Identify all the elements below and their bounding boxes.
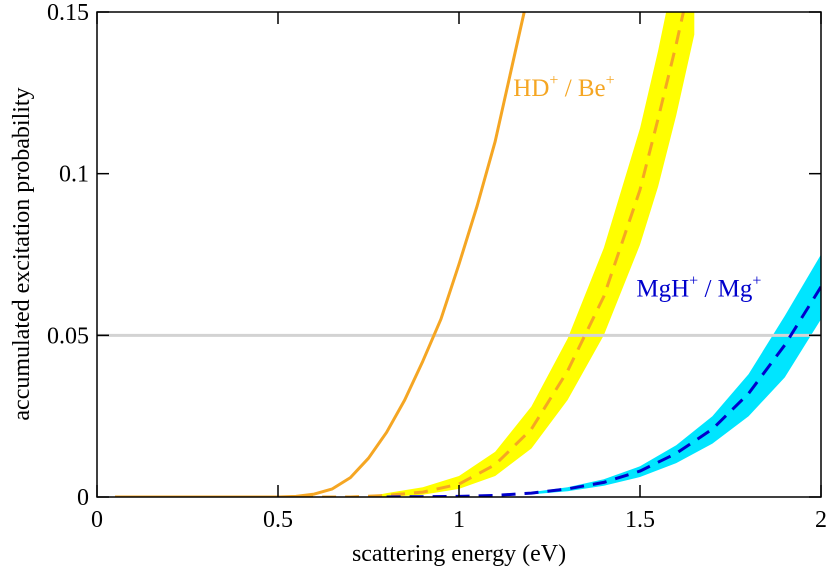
- annotation-mgh-mg-sup2: +: [752, 273, 761, 290]
- x-tick-label: 1.5: [625, 507, 655, 533]
- annotation-hd-be-sup1: +: [549, 72, 558, 89]
- annotation-hd-be-mid: / Be: [558, 75, 605, 102]
- annotation-mgh-mg-sup1: +: [689, 273, 698, 290]
- y-tick-label: 0: [77, 485, 89, 511]
- x-tick-label: 2: [815, 507, 827, 533]
- annotation-hd-be: HD+ / Be+: [513, 72, 614, 102]
- y-tick-label: 0.05: [47, 323, 89, 349]
- annotation-hd-be-main: HD: [513, 75, 549, 102]
- annotation-mgh-mg-main: MgH: [636, 276, 689, 303]
- annotation-mgh-mg-mid: / Mg: [698, 276, 753, 303]
- x-axis-label: scattering energy (eV): [352, 541, 566, 567]
- series-line-0: [115, 12, 526, 497]
- y-tick-label: 0.15: [47, 0, 89, 26]
- annotation-mgh-mg: MgH+ / Mg+: [636, 273, 761, 303]
- x-tick-label: 1: [453, 507, 465, 533]
- series-line-2: [386, 286, 821, 497]
- ticks-group: 0 0.5 1 1.5 2 0 0.05 0.1 0.15: [47, 0, 827, 533]
- x-tick-label: 0.5: [263, 507, 293, 533]
- band-0: [368, 12, 695, 497]
- y-axis-label: accumulated excitation probability: [9, 87, 35, 420]
- x-tick-label: 0: [91, 507, 103, 533]
- y-tick-label: 0.1: [59, 162, 89, 188]
- annotation-hd-be-sup2: +: [606, 72, 615, 89]
